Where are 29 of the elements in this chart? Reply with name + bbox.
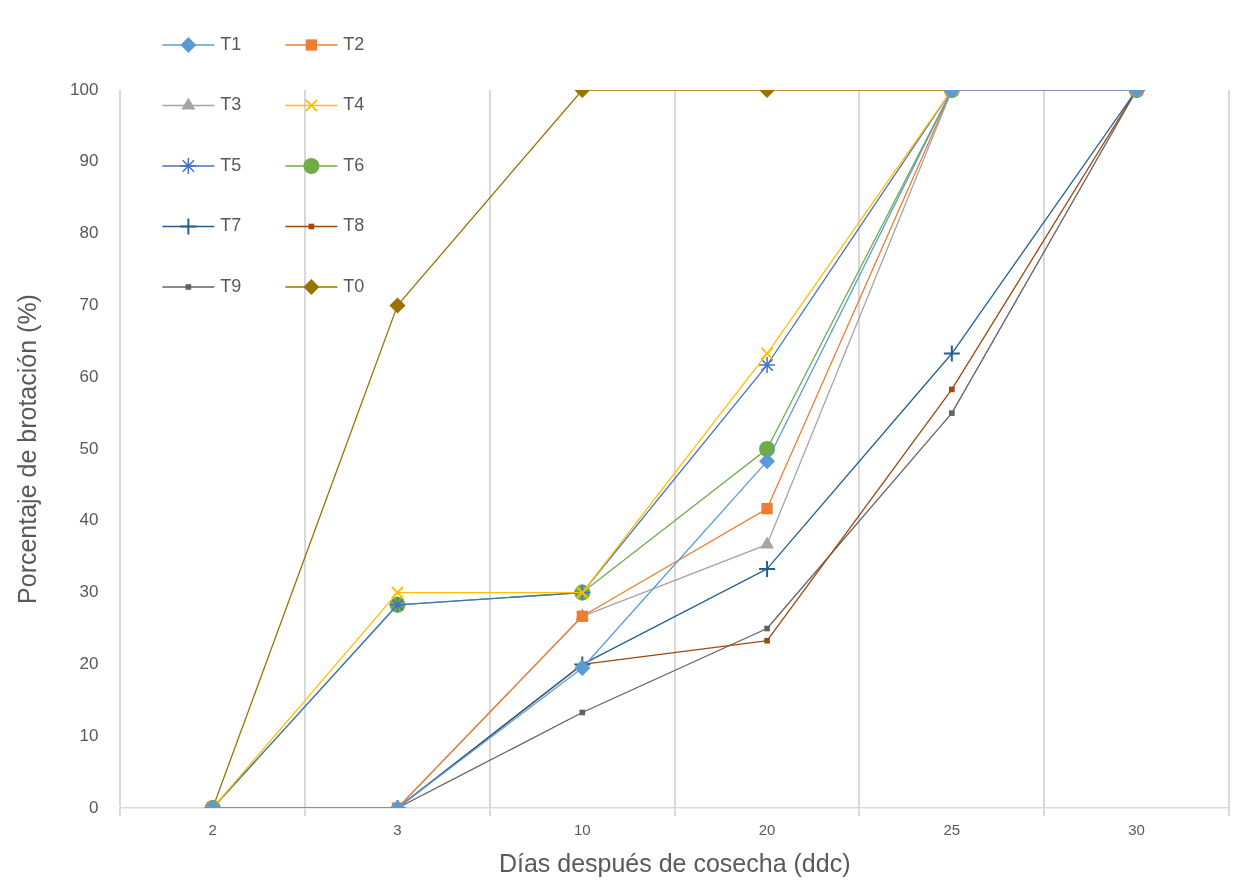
y-tick-label: 90: [79, 151, 99, 171]
x-tick-label: 2: [208, 821, 217, 839]
y-tick-label: 20: [79, 654, 99, 674]
y-tick-label: 30: [79, 582, 99, 602]
x-tick-label: 10: [573, 821, 591, 839]
x-tick-label: 30: [1128, 821, 1145, 839]
x-axis-title: Días después de cosecha (ddc): [498, 848, 851, 877]
legend-label: T9: [220, 275, 242, 296]
legend-label: T1: [220, 33, 242, 54]
legend-label: T4: [343, 94, 365, 115]
y-tick-label: 0: [88, 797, 99, 817]
x-tick-label: 3: [393, 821, 402, 839]
y-tick-label: 70: [79, 295, 99, 315]
x-tick-label: 20: [758, 821, 776, 839]
x-tick-label: 25: [943, 821, 961, 839]
y-tick-label: 10: [79, 725, 99, 745]
legend-label: T2: [343, 33, 365, 54]
legend-label: T5: [220, 154, 242, 175]
legend-label: T6: [343, 154, 365, 175]
y-tick-label: 50: [79, 438, 99, 458]
y-axis-title: Porcentaje de brotación (%): [12, 294, 41, 604]
legend-label: T3: [220, 94, 242, 115]
y-tick-label: 100: [69, 79, 99, 99]
y-tick-label: 40: [79, 510, 99, 530]
y-tick-label: 80: [79, 223, 99, 243]
y-tick-label: 60: [79, 366, 99, 386]
legend-label: T8: [343, 215, 365, 236]
legend-label: T0: [343, 275, 365, 296]
legend-label: T7: [220, 215, 242, 236]
